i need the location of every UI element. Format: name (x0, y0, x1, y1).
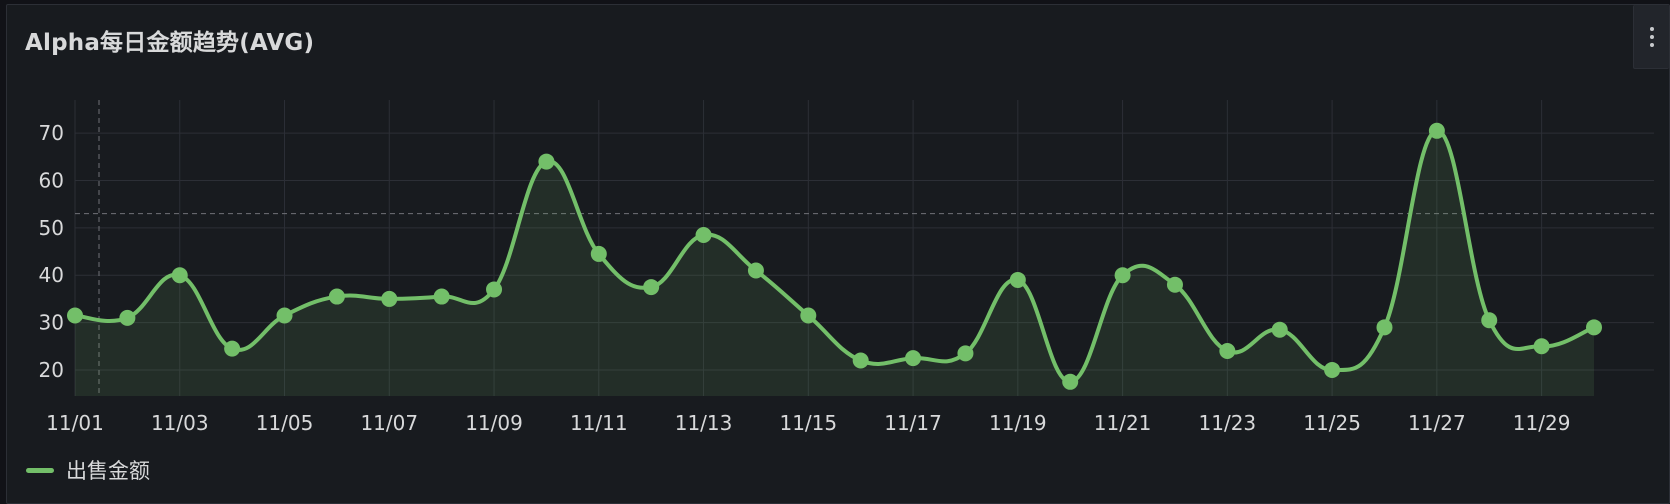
x-tick-label: 11/23 (1199, 411, 1257, 435)
data-point (224, 340, 241, 357)
data-point (1114, 267, 1131, 284)
data-point (1533, 338, 1550, 355)
data-point (1271, 321, 1288, 338)
data-point (538, 153, 555, 170)
x-tick-label: 11/13 (675, 411, 733, 435)
data-point (747, 262, 764, 279)
data-point (852, 352, 869, 369)
panel-menu-button[interactable] (1633, 5, 1669, 69)
x-tick-label: 11/15 (779, 411, 837, 435)
series-area (75, 130, 1594, 397)
data-point (1062, 373, 1079, 390)
data-point (905, 350, 922, 367)
data-point (957, 345, 974, 362)
x-tick-label: 11/27 (1408, 411, 1466, 435)
x-tick-label: 11/19 (989, 411, 1047, 435)
data-point (1481, 312, 1498, 329)
x-tick-label: 11/17 (884, 411, 942, 435)
data-point (1324, 361, 1341, 378)
x-tick-label: 11/05 (256, 411, 314, 435)
data-point (1219, 343, 1236, 360)
data-point (1166, 276, 1183, 293)
data-point (643, 279, 660, 296)
data-point (695, 226, 712, 243)
y-tick-label: 30 (39, 311, 64, 335)
data-point (1009, 271, 1026, 288)
x-tick-label: 11/29 (1513, 411, 1571, 435)
data-point (381, 290, 398, 307)
data-point (119, 309, 136, 326)
x-tick-label: 11/07 (360, 411, 418, 435)
data-point (433, 288, 450, 305)
data-point (1428, 122, 1445, 139)
x-tick-label: 11/11 (570, 411, 628, 435)
x-tick-label: 11/09 (465, 411, 523, 435)
data-point (486, 281, 503, 298)
y-tick-label: 40 (39, 263, 64, 287)
y-tick-label: 70 (39, 121, 64, 145)
legend-swatch (26, 467, 54, 473)
chart-panel: Alpha每日金额趋势(AVG) (6, 4, 1670, 504)
y-tick-label: 60 (39, 169, 64, 193)
x-tick-label: 11/21 (1094, 411, 1152, 435)
y-tick-label: 20 (39, 358, 64, 382)
legend-label: 出售金额 (66, 459, 150, 483)
data-point (1376, 319, 1393, 336)
x-tick-label: 11/01 (46, 411, 104, 435)
data-point (328, 288, 345, 305)
data-point (67, 307, 83, 324)
data-point (1586, 319, 1602, 336)
y-tick-label: 50 (39, 216, 64, 240)
more-vertical-icon (1649, 26, 1654, 47)
x-tick-label: 11/25 (1303, 411, 1361, 435)
panel-title: Alpha每日金额趋势(AVG) (25, 30, 315, 56)
chart-legend[interactable]: 出售金额 (26, 455, 150, 485)
data-point (800, 307, 817, 324)
data-point (171, 267, 188, 284)
data-point (276, 307, 293, 324)
data-point (590, 245, 607, 262)
x-tick-label: 11/03 (151, 411, 209, 435)
